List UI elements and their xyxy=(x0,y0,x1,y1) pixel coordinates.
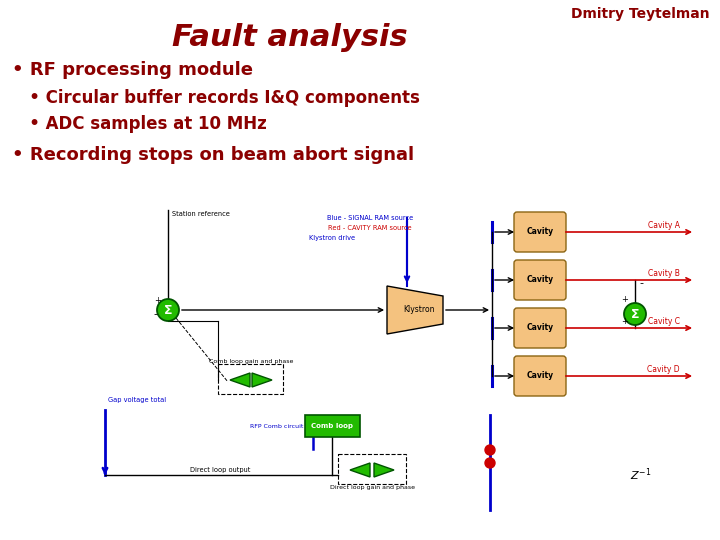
Text: Comb loop gain and phase: Comb loop gain and phase xyxy=(209,360,293,365)
Text: Klystron drive: Klystron drive xyxy=(309,235,355,241)
Circle shape xyxy=(157,299,179,321)
Text: Cavity: Cavity xyxy=(526,227,554,237)
Text: Gap voltage total: Gap voltage total xyxy=(108,397,166,403)
Text: -: - xyxy=(639,278,643,288)
Text: +: + xyxy=(621,317,628,326)
FancyBboxPatch shape xyxy=(514,308,566,348)
Text: -: - xyxy=(153,309,157,319)
Text: Cavity: Cavity xyxy=(526,372,554,381)
Text: Red - CAVITY RAM source: Red - CAVITY RAM source xyxy=(328,225,412,231)
Text: • Circular buffer records I&Q components: • Circular buffer records I&Q components xyxy=(12,89,420,107)
Polygon shape xyxy=(387,286,443,334)
Text: Blue - SIGNAL RAM source: Blue - SIGNAL RAM source xyxy=(327,215,413,221)
Bar xyxy=(218,364,283,394)
Circle shape xyxy=(485,458,495,468)
Circle shape xyxy=(624,303,646,325)
Text: Direct loop output: Direct loop output xyxy=(190,467,251,473)
Polygon shape xyxy=(252,373,272,387)
Text: Comb loop: Comb loop xyxy=(311,423,353,429)
Text: • RF processing module: • RF processing module xyxy=(12,61,253,79)
Text: RFP Comb circuit: RFP Comb circuit xyxy=(250,423,303,429)
Text: Dmitry Teytelman: Dmitry Teytelman xyxy=(572,7,710,21)
FancyBboxPatch shape xyxy=(514,260,566,300)
FancyBboxPatch shape xyxy=(514,212,566,252)
Polygon shape xyxy=(350,463,370,477)
Text: $Z^{-1}$: $Z^{-1}$ xyxy=(630,467,652,483)
Text: Direct loop gain and phase: Direct loop gain and phase xyxy=(330,485,415,490)
Text: +: + xyxy=(154,296,161,305)
Polygon shape xyxy=(230,373,250,387)
FancyBboxPatch shape xyxy=(514,356,566,396)
Polygon shape xyxy=(374,463,394,477)
Text: Cavity: Cavity xyxy=(526,275,554,285)
Text: Σ: Σ xyxy=(631,308,639,321)
Text: Σ: Σ xyxy=(163,305,172,318)
Text: Cavity D: Cavity D xyxy=(647,366,680,375)
Text: Fault analysis: Fault analysis xyxy=(172,24,408,52)
Circle shape xyxy=(485,445,495,455)
Text: Station reference: Station reference xyxy=(172,211,230,217)
Bar xyxy=(338,454,406,484)
Text: Cavity C: Cavity C xyxy=(648,318,680,327)
Text: • Recording stops on beam abort signal: • Recording stops on beam abort signal xyxy=(12,146,414,164)
Text: Klystron: Klystron xyxy=(403,306,435,314)
Text: +: + xyxy=(621,295,628,304)
Text: • ADC samples at 10 MHz: • ADC samples at 10 MHz xyxy=(12,115,266,133)
Bar xyxy=(305,415,360,437)
Text: Cavity: Cavity xyxy=(526,323,554,333)
Text: Cavity B: Cavity B xyxy=(648,269,680,279)
Text: Cavity A: Cavity A xyxy=(648,221,680,231)
